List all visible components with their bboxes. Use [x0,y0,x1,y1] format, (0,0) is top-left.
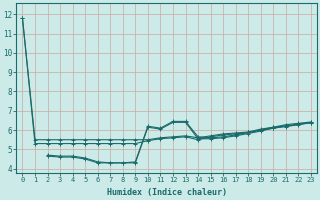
X-axis label: Humidex (Indice chaleur): Humidex (Indice chaleur) [107,188,227,197]
